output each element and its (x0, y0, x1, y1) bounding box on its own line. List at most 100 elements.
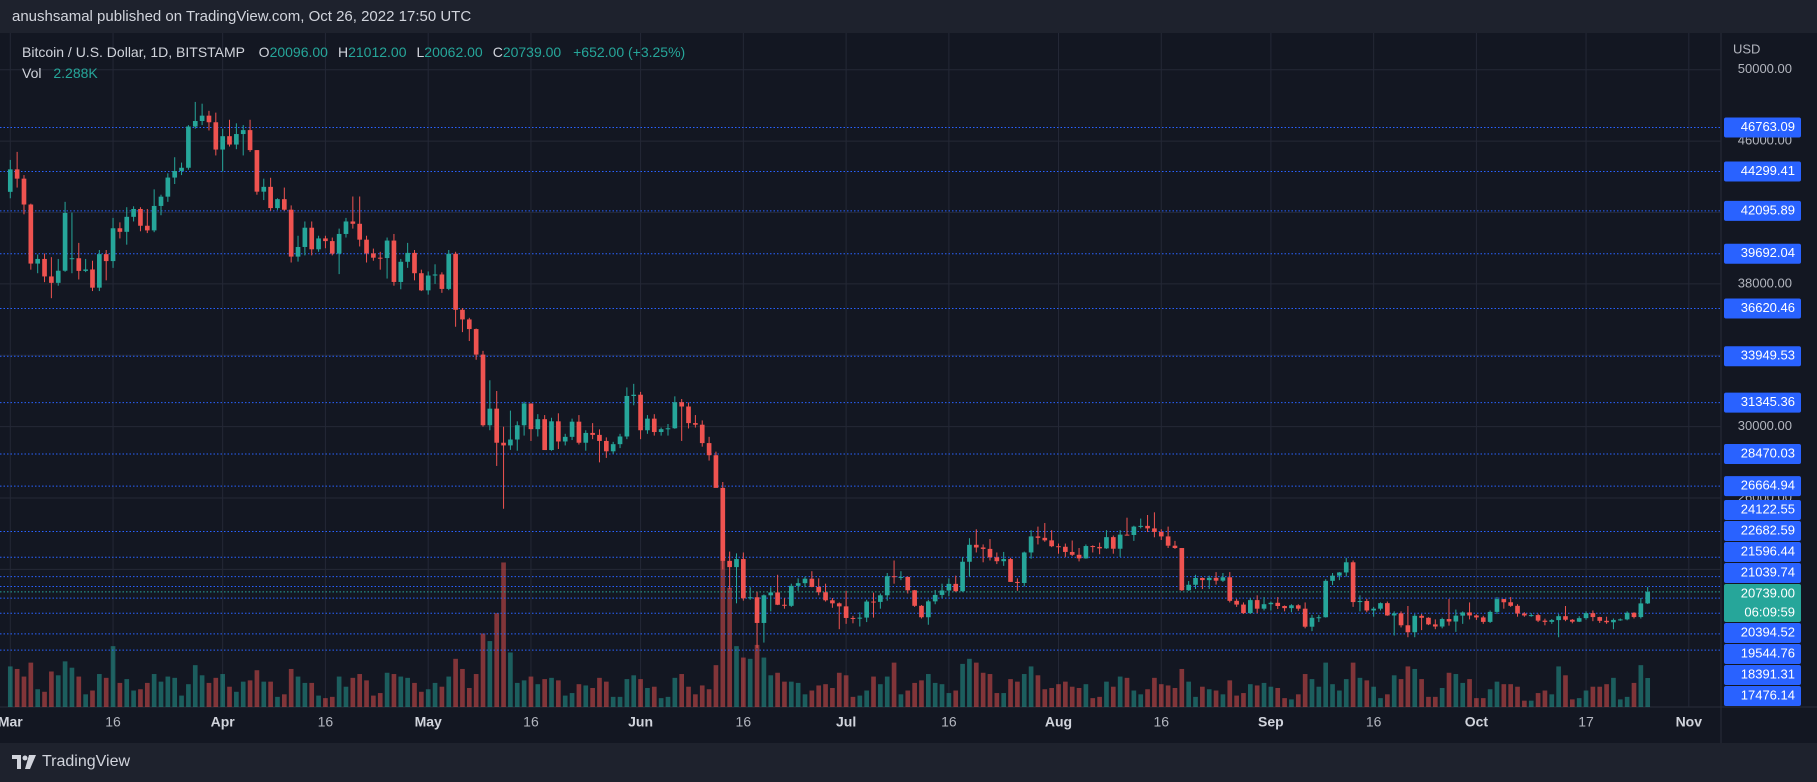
candle-body (871, 601, 876, 603)
candle-body (1234, 600, 1239, 605)
volume-bar (1028, 666, 1034, 707)
last-price-tag (1724, 584, 1801, 622)
volume-bar (1186, 681, 1191, 707)
volume-bar (110, 646, 116, 707)
volume-bar (398, 676, 404, 707)
volume-bar (69, 667, 75, 707)
candle-body (912, 590, 917, 606)
candle-body (1015, 581, 1020, 583)
volume-bar (192, 665, 198, 707)
candle-body (795, 583, 801, 586)
candle-body (514, 425, 520, 440)
candle-body (741, 559, 746, 599)
volume-bar (1535, 693, 1541, 707)
x-tick-label: 16 (1153, 714, 1169, 730)
volume-bar (371, 695, 376, 707)
logo-part (22, 755, 28, 761)
candle-body (1556, 616, 1561, 621)
candle-body (1145, 525, 1150, 529)
candle-body (254, 150, 260, 192)
ohlc-value: 20062.00 (424, 44, 483, 60)
volume-bar (117, 682, 123, 707)
volume-bar (576, 684, 582, 707)
volume-bar (90, 690, 95, 707)
candle-body (144, 225, 150, 231)
candle-body (1220, 577, 1226, 581)
volume-bar (1282, 698, 1287, 707)
volume-bar (1522, 700, 1527, 707)
candle-body (960, 561, 965, 592)
change: +652.00 (+3.25%) (573, 44, 686, 60)
level-label: 21039.74 (1741, 564, 1795, 579)
candle-body (1426, 617, 1431, 625)
candle-body (336, 233, 342, 254)
x-tick-label: 16 (318, 714, 334, 730)
volume-layer (7, 534, 1651, 707)
volume-bar (1624, 696, 1630, 707)
volume-bar (323, 698, 328, 707)
candle-body (727, 560, 732, 568)
volume-bar (1583, 690, 1589, 707)
candle-body (473, 329, 479, 355)
candle-body (1343, 562, 1349, 573)
volume-bar (343, 686, 349, 707)
candle-body (281, 199, 287, 210)
volume-bar (1398, 679, 1404, 707)
volume-bar (1227, 680, 1233, 707)
volume-bar (514, 682, 520, 707)
volume-bar (1460, 682, 1466, 707)
level-label: 22682.59 (1741, 522, 1795, 537)
volume-bar (329, 696, 335, 707)
candle-body (816, 586, 822, 593)
volume-bar (1556, 666, 1561, 707)
x-tick-label: 16 (105, 714, 121, 730)
candle-body (1323, 580, 1329, 618)
volume-bar (1309, 679, 1315, 707)
volume-bar (1090, 698, 1096, 707)
volume-bar (1515, 686, 1520, 707)
candle-body (535, 419, 541, 430)
candle-body (117, 228, 123, 232)
volume-bar (446, 676, 452, 707)
candle-body (124, 216, 130, 232)
volume-bar (802, 694, 808, 707)
volume-bar (645, 687, 650, 707)
volume-bar (473, 674, 479, 707)
candle-body (1069, 551, 1075, 555)
level-tag (1724, 563, 1801, 583)
ohlc-value: 20096.00 (269, 44, 328, 60)
candle-body (603, 440, 609, 452)
volume-bar (1234, 695, 1239, 707)
volume-bar (295, 676, 301, 707)
level-tag (1724, 200, 1801, 221)
volume-bar (309, 682, 315, 707)
volume-bar (686, 686, 691, 707)
candle-body (1275, 602, 1281, 607)
volume-bar (1254, 685, 1260, 707)
level-label: 42095.89 (1741, 202, 1795, 217)
volume-bar (638, 679, 643, 707)
candle-body (528, 403, 534, 430)
candle-body (1241, 604, 1246, 614)
volume-bar (761, 657, 767, 707)
volume-bar (775, 672, 780, 707)
volume-bar (843, 675, 849, 707)
candle-body (412, 252, 417, 274)
level-tag (1724, 542, 1801, 562)
candle-body (1028, 536, 1034, 553)
candle-body (610, 444, 616, 452)
candle-body (158, 196, 164, 206)
volume-bar (665, 696, 671, 707)
volume-bar (973, 662, 979, 707)
candle-body (1576, 618, 1582, 622)
volume-bar (1528, 700, 1534, 707)
candle-body (1261, 604, 1267, 609)
volume-bar (466, 687, 472, 707)
candle-body (419, 273, 424, 291)
logo-part (25, 755, 36, 769)
volume-bar (1611, 677, 1616, 707)
candle-body (939, 590, 945, 595)
candle-body (1179, 548, 1185, 591)
candle-body (1049, 540, 1054, 547)
volume-bar (768, 675, 774, 707)
